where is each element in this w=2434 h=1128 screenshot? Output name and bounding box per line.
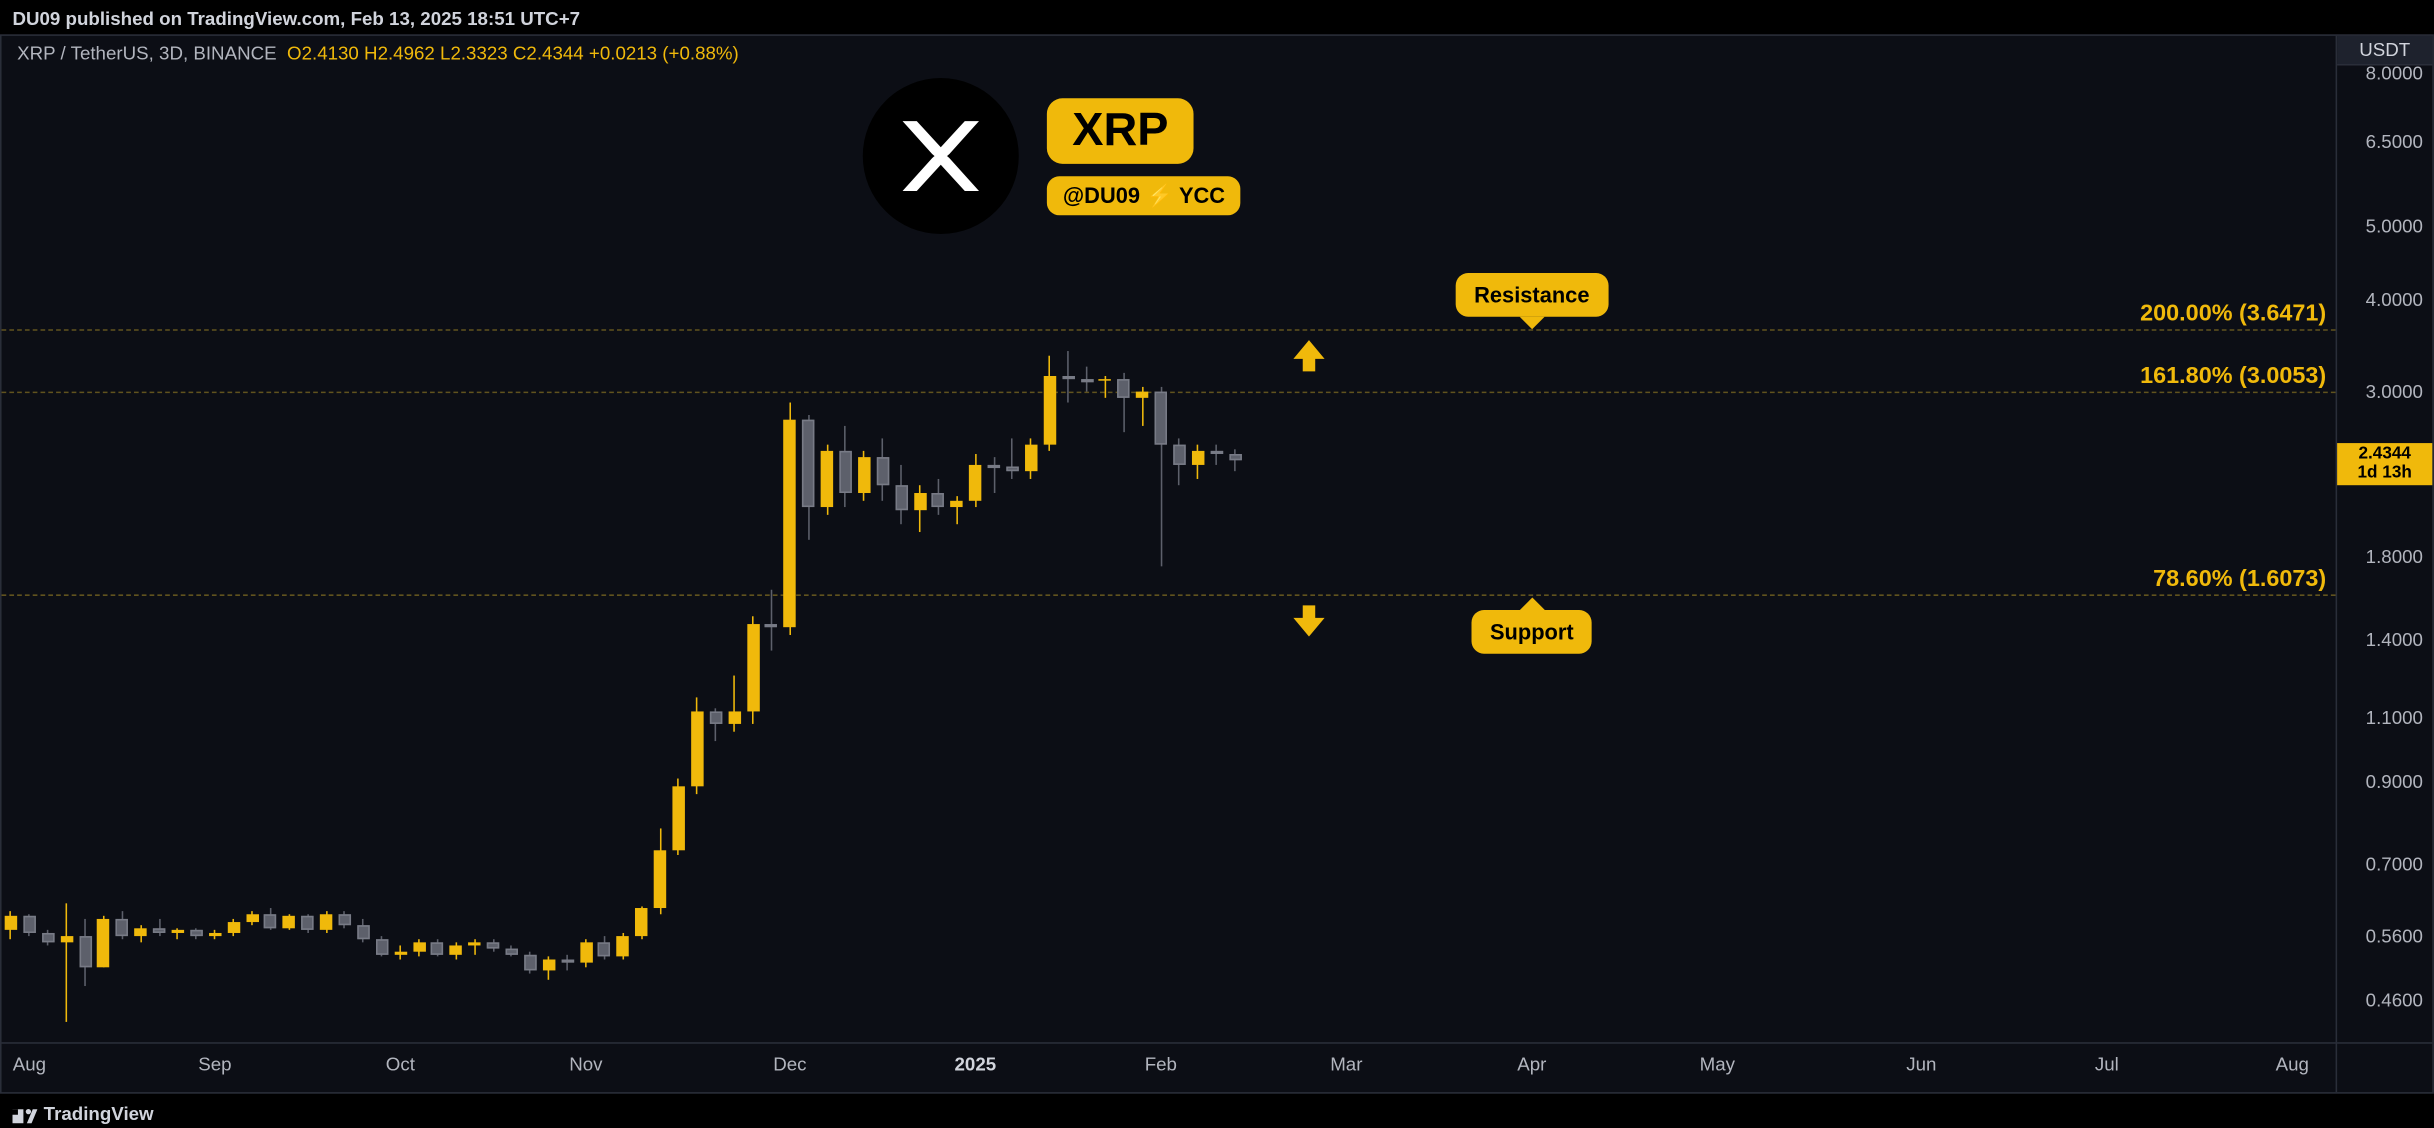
y-tick: 0.4600 <box>2366 989 2423 1011</box>
x-tick: 2025 <box>955 1053 997 1075</box>
current-price-badge: 2.43441d 13h <box>2337 443 2432 486</box>
y-tick: 8.0000 <box>2366 63 2423 85</box>
chart-container: XRP / TetherUS, 3D, BINANCE O2.4130 H2.4… <box>0 34 2434 1093</box>
tv-icon <box>12 1105 37 1124</box>
pair-info: XRP / TetherUS, 3D, BINANCE O2.4130 H2.4… <box>17 42 739 64</box>
price-pane[interactable]: 200.00% (3.6471) 161.80% (3.0053) 78.60% (… <box>2 36 2336 1042</box>
tradingview-logo: TradingView <box>12 1103 153 1125</box>
x-tick: Jul <box>2095 1053 2119 1075</box>
axis-corner <box>2336 1042 2433 1092</box>
x-tick: Feb <box>1145 1053 1177 1075</box>
fib-label: 161.80% (3.0053) <box>2140 363 2326 390</box>
y-tick: 0.7000 <box>2366 853 2423 875</box>
x-tick: Dec <box>773 1053 806 1075</box>
y-tick: 1.1000 <box>2366 706 2423 728</box>
x-tick: Oct <box>386 1053 415 1075</box>
support-callout: Support <box>1471 610 1592 654</box>
y-tick: 3.0000 <box>2366 381 2423 403</box>
arrow-up-icon <box>1291 338 1328 375</box>
currency-label: USDT <box>2337 36 2432 66</box>
y-axis[interactable]: USDT 8.0000 6.5000 5.0000 4.0000 3.0000 2.434… <box>2336 36 2433 1042</box>
y-tick: 4.0000 <box>2366 288 2423 310</box>
fib-label: 78.60% (1.6073) <box>2153 566 2326 593</box>
y-tick: 0.9000 <box>2366 771 2423 793</box>
fib-label: 200.00% (3.6471) <box>2140 300 2326 327</box>
arrow-down-icon <box>1291 602 1328 639</box>
xrp-logo-icon <box>863 79 1019 235</box>
y-tick: 0.5600 <box>2366 925 2423 947</box>
fib-line <box>2 329 2336 331</box>
ticker-badge: XRP <box>1047 98 1193 164</box>
y-tick: 5.0000 <box>2366 216 2423 238</box>
fib-line <box>2 594 2336 596</box>
y-tick: 1.4000 <box>2366 628 2423 650</box>
author-badge: @DU09 ⚡ YCC <box>1047 176 1240 215</box>
x-tick: Apr <box>1517 1053 1546 1075</box>
coin-logo-block: XRP @DU09 ⚡ YCC <box>863 79 1241 235</box>
x-tick: Aug <box>13 1053 46 1075</box>
y-tick: 1.8000 <box>2366 547 2423 569</box>
x-axis[interactable]: Aug Sep Oct Nov Dec 2025 Feb Mar Apr May Jun Jul Aug <box>2 1042 2336 1092</box>
x-tick: Mar <box>1330 1053 1362 1075</box>
publish-meta: DU09 published on TradingView.com, Feb 1… <box>12 8 580 30</box>
x-tick: Nov <box>569 1053 602 1075</box>
x-tick: Aug <box>2276 1053 2309 1075</box>
x-tick: Jun <box>1906 1053 1936 1075</box>
resistance-callout: Resistance <box>1455 273 1608 317</box>
y-tick: 6.5000 <box>2366 130 2423 152</box>
fib-line <box>2 391 2336 393</box>
x-tick: Sep <box>198 1053 231 1075</box>
x-tick: May <box>1700 1053 1735 1075</box>
